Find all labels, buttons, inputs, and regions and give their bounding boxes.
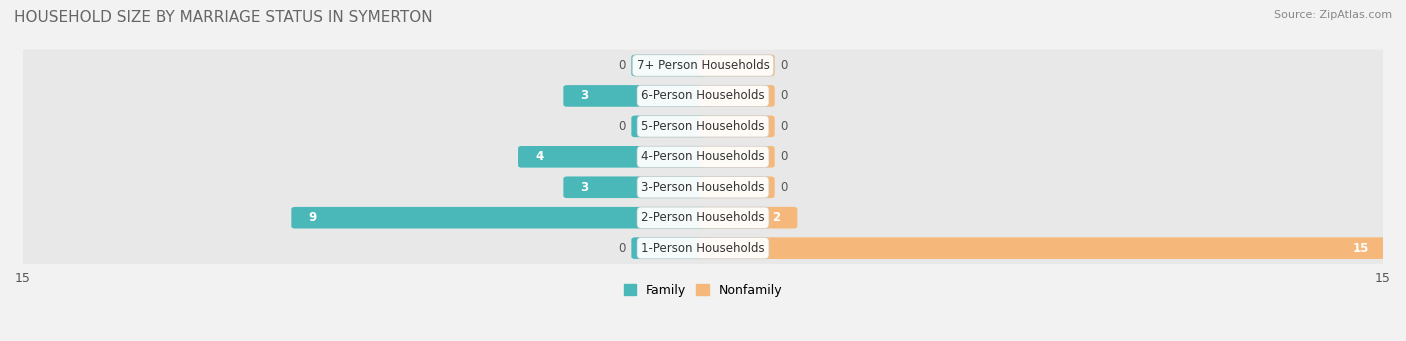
Text: 2: 2 bbox=[772, 211, 780, 224]
Text: 0: 0 bbox=[619, 120, 626, 133]
Text: 15: 15 bbox=[1353, 242, 1369, 255]
FancyBboxPatch shape bbox=[699, 55, 775, 76]
FancyBboxPatch shape bbox=[20, 110, 1386, 142]
FancyBboxPatch shape bbox=[699, 85, 775, 107]
FancyBboxPatch shape bbox=[20, 172, 1386, 203]
FancyBboxPatch shape bbox=[699, 207, 797, 228]
Text: 0: 0 bbox=[780, 181, 787, 194]
FancyBboxPatch shape bbox=[699, 237, 1386, 259]
FancyBboxPatch shape bbox=[20, 141, 1386, 173]
Text: 0: 0 bbox=[780, 59, 787, 72]
FancyBboxPatch shape bbox=[699, 176, 775, 198]
FancyBboxPatch shape bbox=[517, 146, 707, 168]
Text: 0: 0 bbox=[780, 120, 787, 133]
Text: 4-Person Households: 4-Person Households bbox=[641, 150, 765, 163]
Text: 3: 3 bbox=[581, 89, 589, 102]
FancyBboxPatch shape bbox=[20, 80, 1386, 112]
Text: 1-Person Households: 1-Person Households bbox=[641, 242, 765, 255]
Legend: Family, Nonfamily: Family, Nonfamily bbox=[619, 279, 787, 302]
Text: Source: ZipAtlas.com: Source: ZipAtlas.com bbox=[1274, 10, 1392, 20]
Text: 2-Person Households: 2-Person Households bbox=[641, 211, 765, 224]
FancyBboxPatch shape bbox=[20, 50, 1386, 81]
Text: HOUSEHOLD SIZE BY MARRIAGE STATUS IN SYMERTON: HOUSEHOLD SIZE BY MARRIAGE STATUS IN SYM… bbox=[14, 10, 433, 25]
FancyBboxPatch shape bbox=[564, 85, 707, 107]
Text: 0: 0 bbox=[780, 89, 787, 102]
Text: 0: 0 bbox=[619, 242, 626, 255]
FancyBboxPatch shape bbox=[631, 116, 707, 137]
FancyBboxPatch shape bbox=[699, 116, 775, 137]
FancyBboxPatch shape bbox=[564, 176, 707, 198]
FancyBboxPatch shape bbox=[631, 237, 707, 259]
Text: 9: 9 bbox=[308, 211, 316, 224]
FancyBboxPatch shape bbox=[631, 55, 707, 76]
FancyBboxPatch shape bbox=[699, 146, 775, 168]
Text: 3: 3 bbox=[581, 181, 589, 194]
Text: 0: 0 bbox=[619, 59, 626, 72]
Text: 4: 4 bbox=[536, 150, 544, 163]
FancyBboxPatch shape bbox=[291, 207, 707, 228]
Text: 3-Person Households: 3-Person Households bbox=[641, 181, 765, 194]
FancyBboxPatch shape bbox=[20, 202, 1386, 234]
Text: 6-Person Households: 6-Person Households bbox=[641, 89, 765, 102]
Text: 0: 0 bbox=[780, 150, 787, 163]
FancyBboxPatch shape bbox=[20, 232, 1386, 264]
Text: 5-Person Households: 5-Person Households bbox=[641, 120, 765, 133]
Text: 7+ Person Households: 7+ Person Households bbox=[637, 59, 769, 72]
